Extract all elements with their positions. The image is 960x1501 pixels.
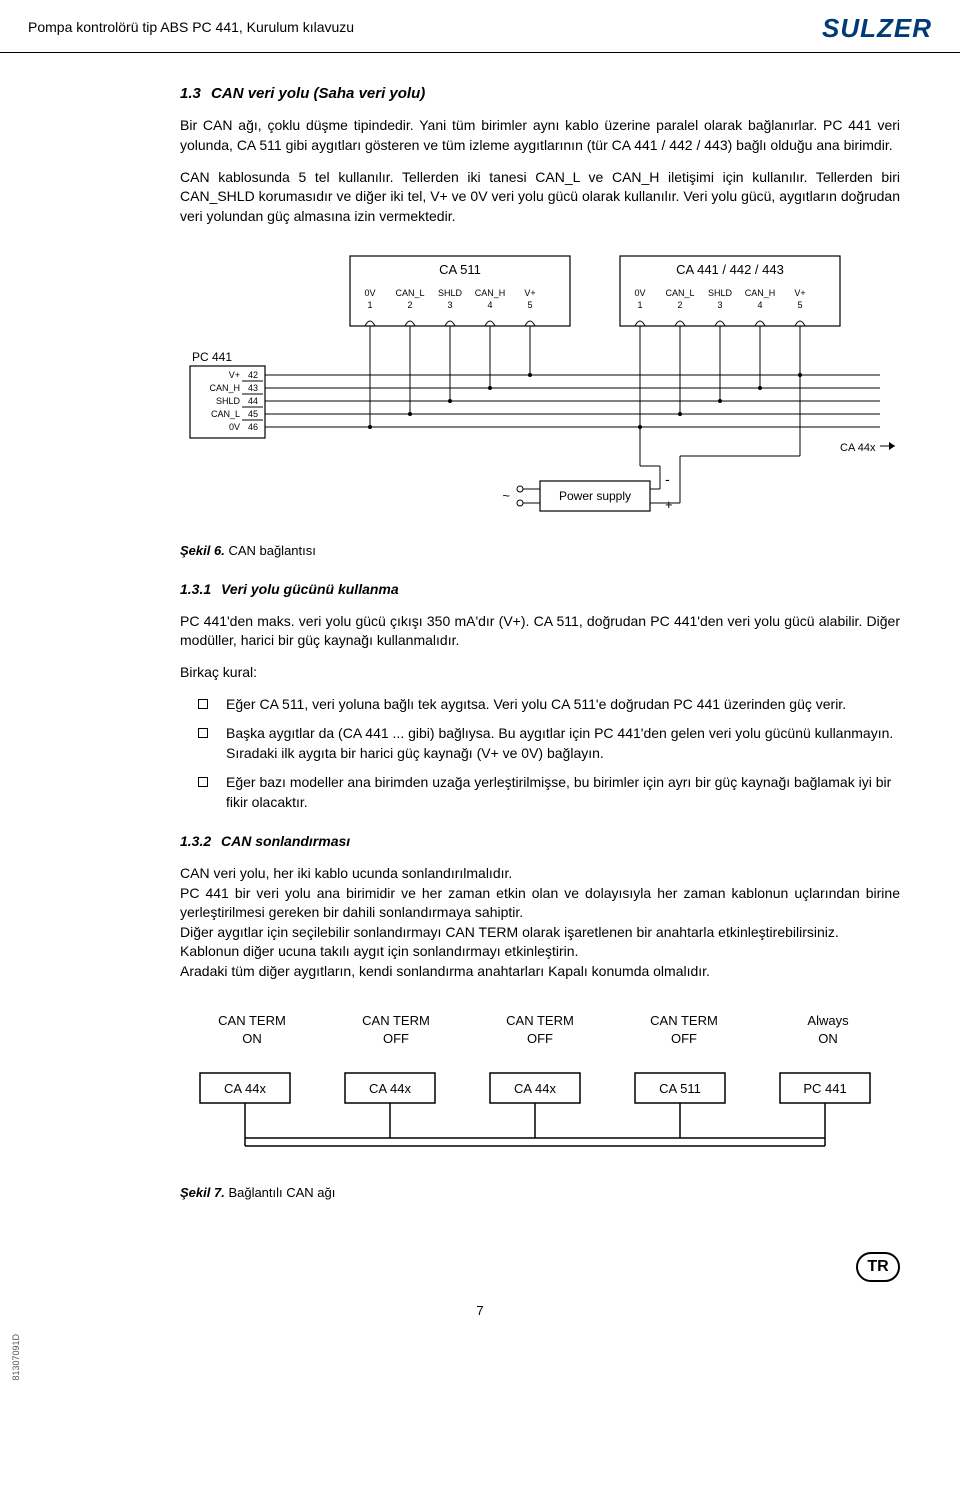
svg-text:0V: 0V [364, 288, 375, 298]
svg-text:V+: V+ [794, 288, 805, 298]
subsection-title: Veri yolu gücünü kullanma [221, 581, 399, 597]
list-item: Eğer CA 511, veri yoluna bağlı tek aygıt… [180, 695, 900, 715]
section-number: 1.3 [180, 85, 201, 102]
svg-text:-: - [665, 471, 670, 487]
svg-text:3: 3 [447, 300, 452, 310]
para-1-3-2: CAN veri yolu, her iki kablo ucunda sonl… [180, 864, 900, 982]
svg-text:CA 44x: CA 44x [514, 1081, 556, 1096]
term-header: CAN TERMON [180, 1012, 324, 1048]
svg-text:CA 511: CA 511 [659, 1081, 701, 1096]
svg-text:+: + [665, 497, 673, 512]
bullet-text: Eğer bazı modeller ana birimden uzağa ye… [226, 773, 900, 812]
bullet-icon [198, 728, 208, 738]
language-badge: TR [856, 1252, 900, 1282]
svg-text:CAN_H: CAN_H [475, 288, 506, 298]
svg-text:5: 5 [527, 300, 532, 310]
svg-text:V+: V+ [229, 370, 240, 380]
rules-list: Eğer CA 511, veri yoluna bağlı tek aygıt… [180, 695, 900, 813]
figure-6-caption: Şekil 6. CAN bağlantısı [180, 542, 900, 560]
figure-6-text: CAN bağlantısı [228, 543, 315, 558]
svg-text:Power supply: Power supply [559, 489, 631, 503]
termination-diagram: CA 44x CA 44x CA 44x CA 511 PC 441 [180, 1068, 900, 1174]
page-number: 7 [0, 1302, 960, 1320]
svg-text:1: 1 [367, 300, 372, 310]
svg-text:45: 45 [248, 409, 258, 419]
subsection-number: 1.3.1 [180, 581, 211, 597]
pc441-label: PC 441 [192, 350, 232, 364]
svg-text:CAN_L: CAN_L [665, 288, 694, 298]
subsection-number: 1.3.2 [180, 833, 211, 849]
sulzer-logo: SULZER [822, 10, 932, 46]
page-header: Pompa kontrolörü tip ABS PC 441, Kurulum… [0, 0, 960, 53]
page-content: 1.3 CAN veri yolu (Saha veri yolu) Bir C… [0, 53, 960, 1251]
section-title: CAN veri yolu (Saha veri yolu) [211, 85, 425, 102]
svg-text:~: ~ [502, 488, 510, 503]
termination-headers: CAN TERMON CAN TERMOFF CAN TERMOFF CAN T… [180, 1012, 900, 1048]
svg-text:SHLD: SHLD [438, 288, 463, 298]
term-header: CAN TERMOFF [612, 1012, 756, 1048]
svg-text:V+: V+ [524, 288, 535, 298]
term-header: CAN TERMOFF [468, 1012, 612, 1048]
figure-7-caption: Şekil 7. Bağlantılı CAN ağı [180, 1184, 900, 1202]
doc-title: Pompa kontrolörü tip ABS PC 441, Kurulum… [28, 18, 354, 38]
can-wiring-diagram: CA 511 0V CAN_L SHLD CAN_H V+ 1 2 3 4 5 [180, 246, 900, 532]
svg-text:PC 441: PC 441 [803, 1081, 846, 1096]
svg-text:CAN_H: CAN_H [745, 288, 776, 298]
svg-text:43: 43 [248, 383, 258, 393]
para-1-3-b: CAN kablosunda 5 tel kullanılır. Tellerd… [180, 168, 900, 227]
box-ca44x-title: CA 441 / 442 / 443 [676, 262, 784, 277]
para-1-3-a: Bir CAN ağı, çoklu düşme tipindedir. Yan… [180, 116, 900, 155]
svg-text:46: 46 [248, 422, 258, 432]
svg-text:CA 44x: CA 44x [840, 442, 876, 454]
svg-text:CAN_L: CAN_L [211, 409, 240, 419]
svg-text:CA 44x: CA 44x [224, 1081, 266, 1096]
list-item: Başka aygıtlar da (CA 441 ... gibi) bağl… [180, 724, 900, 763]
heading-1-3-1: 1.3.1 Veri yolu gücünü kullanma [180, 580, 900, 600]
para-1-3-1-a: PC 441'den maks. veri yolu gücü çıkışı 3… [180, 612, 900, 651]
svg-text:1: 1 [637, 300, 642, 310]
svg-text:44: 44 [248, 396, 258, 406]
document-code: 81307091D [10, 1334, 23, 1381]
svg-text:SHLD: SHLD [708, 288, 733, 298]
heading-1-3-2: 1.3.2 CAN sonlandırması [180, 832, 900, 852]
svg-text:4: 4 [757, 300, 762, 310]
subsection-title: CAN sonlandırması [221, 833, 350, 849]
box-ca511-title: CA 511 [439, 262, 481, 277]
list-item: Eğer bazı modeller ana birimden uzağa ye… [180, 773, 900, 812]
para-1-3-1-b: Birkaç kural: [180, 663, 900, 683]
svg-text:0V: 0V [634, 288, 645, 298]
svg-text:CAN_L: CAN_L [395, 288, 424, 298]
svg-text:2: 2 [407, 300, 412, 310]
svg-text:3: 3 [717, 300, 722, 310]
bullet-text: Eğer CA 511, veri yoluna bağlı tek aygıt… [226, 695, 900, 715]
svg-text:CAN_H: CAN_H [209, 383, 240, 393]
bullet-icon [198, 699, 208, 709]
bullet-icon [198, 777, 208, 787]
figure-7-label: Şekil 7. [180, 1185, 225, 1200]
svg-text:2: 2 [677, 300, 682, 310]
svg-text:SHLD: SHLD [216, 396, 241, 406]
svg-text:4: 4 [487, 300, 492, 310]
figure-7-text: Bağlantılı CAN ağı [228, 1185, 335, 1200]
term-header: AlwaysON [756, 1012, 900, 1048]
svg-text:42: 42 [248, 370, 258, 380]
bullet-text: Başka aygıtlar da (CA 441 ... gibi) bağl… [226, 724, 900, 763]
svg-text:CA 44x: CA 44x [369, 1081, 411, 1096]
figure-6-label: Şekil 6. [180, 543, 225, 558]
heading-1-3: 1.3 CAN veri yolu (Saha veri yolu) [180, 83, 900, 104]
term-header: CAN TERMOFF [324, 1012, 468, 1048]
svg-text:5: 5 [797, 300, 802, 310]
svg-text:0V: 0V [229, 422, 240, 432]
